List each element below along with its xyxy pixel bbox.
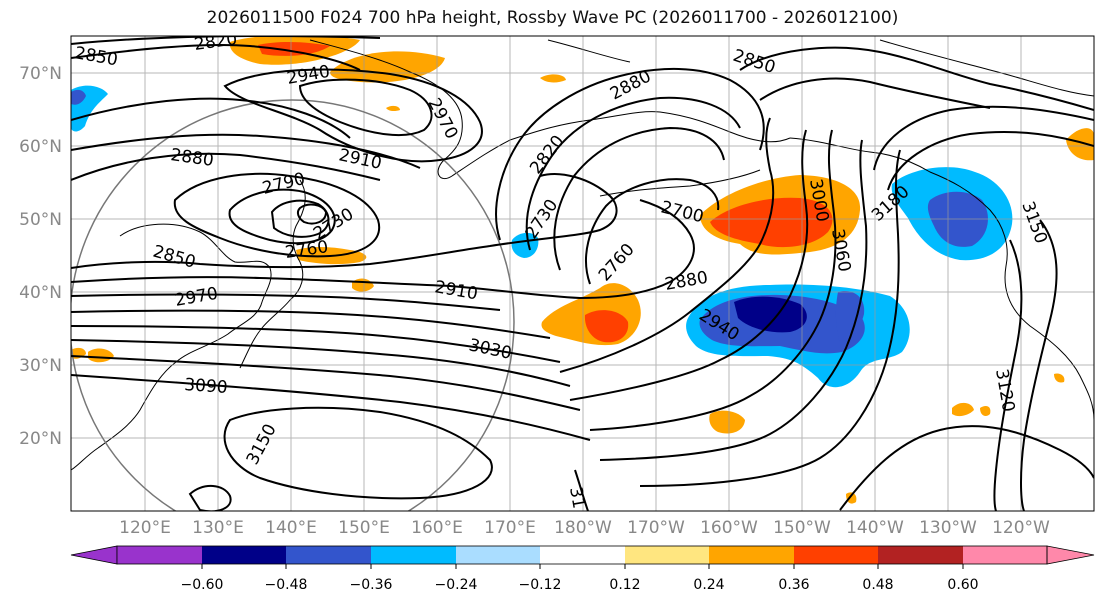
colorbar-tick-label: 0.60 (947, 577, 978, 593)
colorbar-extend-right (1046, 545, 1095, 565)
colorbar-bin (794, 546, 878, 564)
lat-label: 40°N (19, 283, 62, 303)
map-title: 2026011500 F024 700 hPa height, Rossby W… (206, 8, 899, 28)
lat-label: 20°N (19, 429, 62, 449)
colorbar: −0.60 −0.48 −0.36 −0.24 −0.12 0.12 0.24 … (70, 545, 1095, 593)
lat-label: 50°N (19, 210, 62, 230)
lon-label: 140°W (846, 518, 904, 538)
colorbar-bin (963, 546, 1047, 564)
colorbar-tick-label: 0.48 (862, 577, 893, 593)
lat-label: 60°N (19, 137, 62, 157)
height-contours (71, 36, 1094, 511)
lon-label: 140°E (265, 518, 317, 538)
colorbar-tick-label: 0.12 (609, 577, 640, 593)
colorbar-bin (456, 546, 540, 564)
colorbar-tick-label: −0.60 (181, 577, 224, 593)
colorbar-bin (878, 546, 963, 564)
colorbar-bin (540, 546, 625, 564)
colorbar-tick-label: 0.36 (778, 577, 809, 593)
contour-label: 31 (565, 485, 588, 510)
lat-label: 30°N (19, 356, 62, 376)
anomaly-shading (71, 36, 1094, 504)
colorbar-extend-left (70, 545, 118, 565)
longitude-labels: 120°E 130°E 140°E 150°E 160°E 170°E 180°… (119, 518, 1050, 538)
latitude-labels: 70°N 60°N 50°N 40°N 30°N 20°N (19, 64, 62, 449)
lon-label: 120°E (119, 518, 171, 538)
colorbar-bin (117, 546, 202, 564)
colorbar-bin (202, 546, 286, 564)
lon-label: 150°E (338, 518, 390, 538)
lon-label: 130°E (192, 518, 244, 538)
colorbar-tick-label: −0.48 (265, 577, 308, 593)
colorbar-tick-label: −0.12 (519, 577, 562, 593)
contour-label: 3090 (184, 375, 229, 398)
lon-label: 170°E (484, 518, 536, 538)
colorbar-bin (286, 546, 371, 564)
lon-label: 160°E (411, 518, 463, 538)
lon-label: 170°W (627, 518, 685, 538)
reference-circle (71, 99, 515, 511)
lon-label: 120°W (992, 518, 1050, 538)
contour-label: 2820 (193, 29, 239, 55)
colorbar-bin (709, 546, 794, 564)
lon-label: 160°W (700, 518, 758, 538)
colorbar-bin (625, 546, 709, 564)
lat-label: 70°N (19, 64, 62, 84)
lon-label: 180°W (554, 518, 612, 538)
colorbar-tick-label: −0.36 (350, 577, 393, 593)
colorbar-ticks (201, 564, 964, 569)
colorbar-bin (371, 546, 456, 564)
lon-label: 130°W (919, 518, 977, 538)
colorbar-tick-label: 0.24 (693, 577, 724, 593)
map-frame (70, 35, 1095, 512)
colorbar-tick-label: −0.24 (435, 577, 478, 593)
lon-label: 150°W (773, 518, 831, 538)
